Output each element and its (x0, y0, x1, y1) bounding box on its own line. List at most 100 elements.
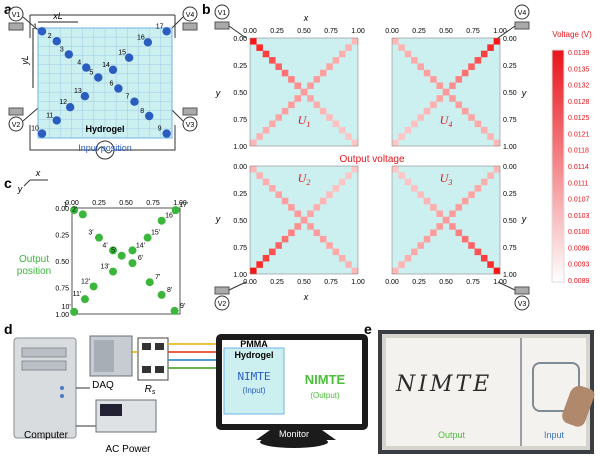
heat-cell (269, 185, 276, 192)
y-tick-label: 1.00 (503, 272, 517, 279)
heat-cell (392, 267, 399, 275)
heat-cell (294, 210, 302, 218)
handwritten-nimte: NIMTE (396, 372, 493, 397)
xl-label: xL (52, 11, 63, 21)
heat-cell (256, 133, 263, 140)
heat-cell (313, 229, 321, 237)
svg-text:V4: V4 (186, 12, 195, 19)
rs-label: Rs (145, 384, 156, 396)
heat-cell (442, 88, 450, 96)
y-tick-label: 0.25 (503, 63, 517, 70)
b-voltmeter-v2: V2 (214, 281, 247, 311)
heat-cell (269, 248, 276, 256)
hydrogel-input-pad (223, 347, 285, 415)
heat-cell (442, 216, 450, 224)
heat-cell (430, 204, 437, 211)
c-y-tick-label: 0.50 (55, 259, 69, 266)
colorbar-tick-label: 0.0121 (568, 131, 590, 138)
heat-cell (256, 172, 263, 179)
output-position-label-line2: position (17, 266, 51, 277)
heat-cell (338, 254, 346, 262)
output-caption: (Output) (310, 391, 340, 400)
heat-cell (455, 101, 463, 109)
heat-cell (250, 139, 257, 147)
input-point-12 (65, 103, 75, 112)
x-tick-label: 1.00 (351, 28, 365, 35)
heat-cell (436, 82, 444, 90)
heat-cell (319, 235, 327, 243)
heat-cell (313, 101, 321, 109)
heat-cell (351, 38, 359, 45)
heat-cell (411, 185, 418, 192)
input-point-3 (64, 50, 74, 59)
heat-cell (398, 172, 405, 179)
x-tick-label: 0.00 (385, 28, 399, 35)
heatmap-frame (249, 37, 359, 147)
input-caption: (Input) (242, 386, 265, 395)
heat-cell (351, 166, 359, 173)
svg-text:V2: V2 (12, 122, 21, 129)
heat-cell (411, 248, 418, 256)
heat-cell (430, 229, 437, 237)
heat-cell (326, 63, 333, 70)
heat-cell (319, 107, 327, 115)
heat-cell (411, 120, 418, 128)
heat-cell (392, 38, 399, 45)
heat-cell (313, 204, 321, 211)
yl-label: yL (20, 55, 30, 66)
heat-cell (468, 114, 475, 121)
heat-cell (307, 223, 314, 230)
input-position-label: Input position (78, 143, 132, 153)
heat-cell (404, 254, 412, 262)
heat-cell (461, 107, 469, 115)
input-point-16 (143, 38, 153, 47)
hydrogel-grid (38, 28, 172, 138)
heat-cell (436, 210, 444, 218)
heat-cell (436, 223, 444, 230)
heat-cell (250, 38, 257, 45)
heat-cell (449, 95, 456, 102)
heat-cell (256, 44, 263, 51)
pmma-label: PMMA (240, 339, 268, 349)
x-tick-label: 0.75 (324, 279, 338, 286)
colorbar-tick-label: 0.0132 (568, 83, 590, 90)
heat-cell (449, 223, 456, 230)
x-tick-label: 0.50 (439, 279, 453, 286)
output-point-label: 1' (64, 202, 69, 209)
colorbar-tick-label: 0.0128 (568, 99, 590, 106)
photo-input-label: Input (544, 430, 565, 440)
heat-cell (269, 120, 276, 128)
y-tick-label: 0.00 (233, 36, 247, 43)
x-tick-label: 0.50 (439, 28, 453, 35)
x-tick-label: 0.75 (324, 28, 338, 35)
heatmap-frame (249, 165, 359, 275)
heat-cell (480, 254, 488, 262)
heat-cell (468, 63, 475, 70)
heat-cell (281, 69, 289, 77)
heat-cell (294, 82, 302, 90)
voltmeter-v1: V1 (8, 6, 24, 31)
input-point-2 (52, 37, 61, 46)
heat-cell (461, 197, 469, 205)
svg-text:V3: V3 (518, 301, 527, 308)
c-x-tick-label: 0.75 (146, 200, 160, 207)
heat-cell (281, 197, 289, 205)
output-point-label: 12' (81, 278, 90, 285)
heat-cell (256, 261, 263, 268)
input-point-label: 8 (140, 108, 144, 115)
input-point-4 (82, 63, 91, 72)
heat-cell (480, 178, 488, 186)
output-point-1' (70, 206, 79, 215)
heat-cell (345, 261, 352, 268)
heat-cell (326, 191, 333, 198)
svg-text:V2: V2 (218, 301, 227, 308)
b-voltmeter-v3: V3 (497, 281, 530, 311)
input-point-1 (37, 27, 47, 36)
output-voltage-label: Output voltage (339, 154, 404, 165)
y-tick-label: 0.75 (503, 117, 517, 124)
heat-cell (345, 133, 352, 140)
heat-cell (300, 216, 308, 224)
heat-cell (332, 185, 340, 192)
nimte-output-text: NIMTE (305, 372, 346, 387)
y-tick-label: 1.00 (503, 144, 517, 151)
